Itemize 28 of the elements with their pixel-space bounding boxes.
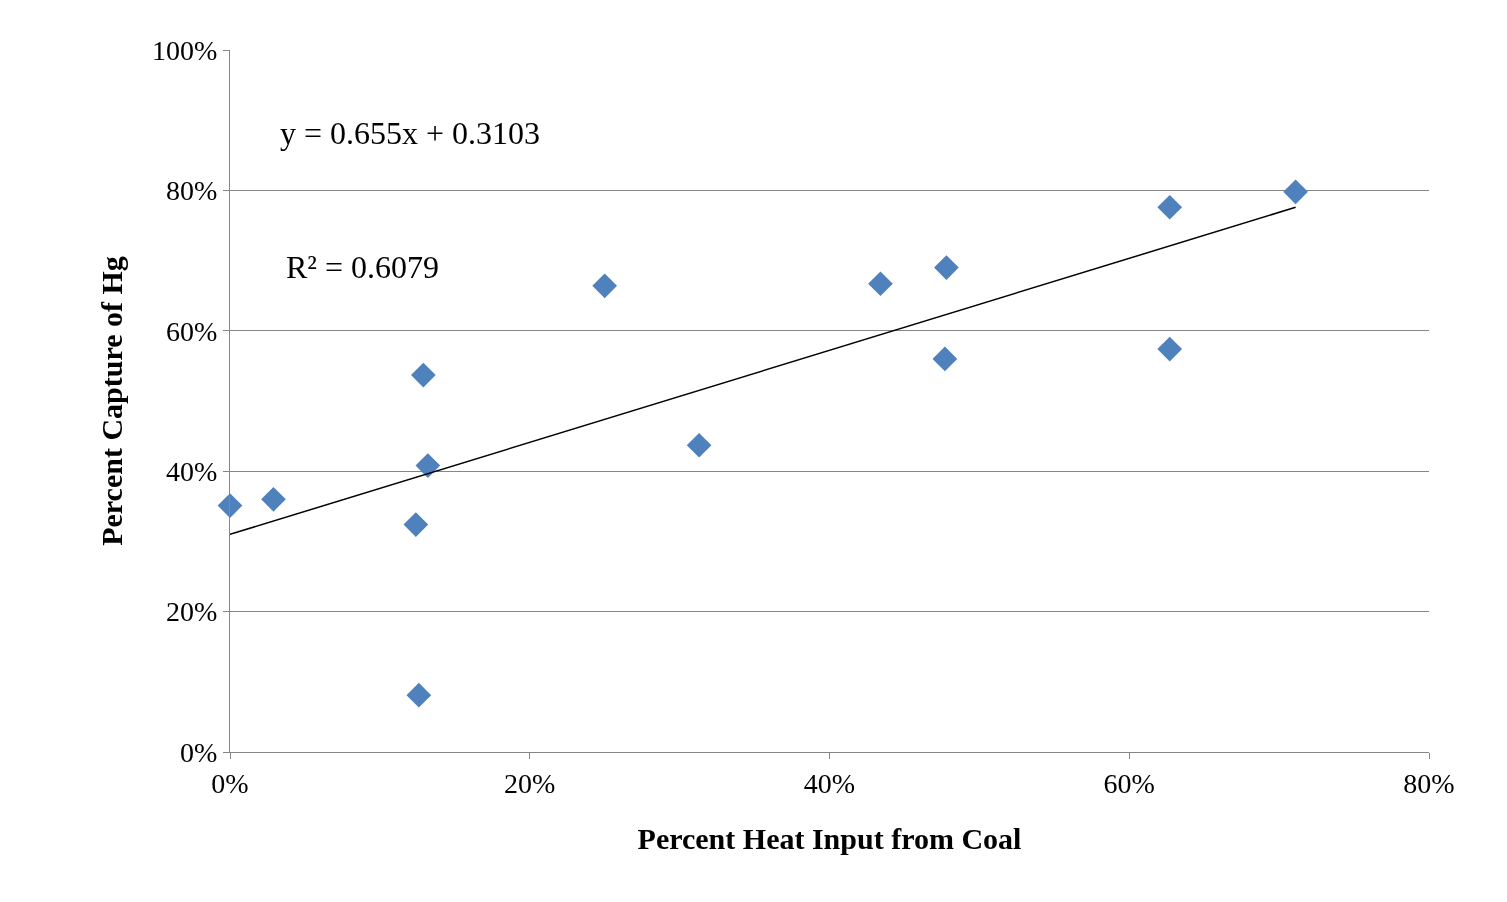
point: [592, 273, 618, 299]
y-tick-label: 40%: [166, 456, 218, 487]
point: [1283, 179, 1308, 205]
point: [415, 453, 441, 478]
y-tick-label: 60%: [166, 315, 218, 347]
point: [686, 432, 712, 458]
x-tick-label: 20%: [504, 767, 556, 799]
point: [932, 346, 958, 372]
annotation: R² = 0.6079: [286, 249, 439, 285]
y-tick-label: 80%: [166, 175, 218, 207]
x-tick-label: 40%: [803, 767, 856, 799]
y-tick-label: 0%: [180, 736, 218, 768]
x-axis-title: Percent Heat Input from Coal: [637, 822, 1022, 856]
y-axis-title: Percent Capture of Hg: [95, 256, 129, 546]
point: [934, 255, 959, 280]
point: [261, 486, 286, 512]
point: [406, 682, 432, 708]
x-tick-label: 0%: [211, 767, 249, 799]
annotation: y = 0.655x + 0.3103: [280, 115, 541, 151]
point: [1157, 194, 1183, 220]
point: [410, 362, 436, 388]
point: [403, 512, 429, 537]
y-tick-label: 20%: [166, 596, 218, 628]
y-tick-label: 100%: [152, 34, 218, 66]
x-tick-label: 80%: [1403, 767, 1455, 799]
x-tick-label: 60%: [1103, 767, 1155, 799]
point: [1157, 336, 1183, 362]
point: [868, 271, 893, 297]
